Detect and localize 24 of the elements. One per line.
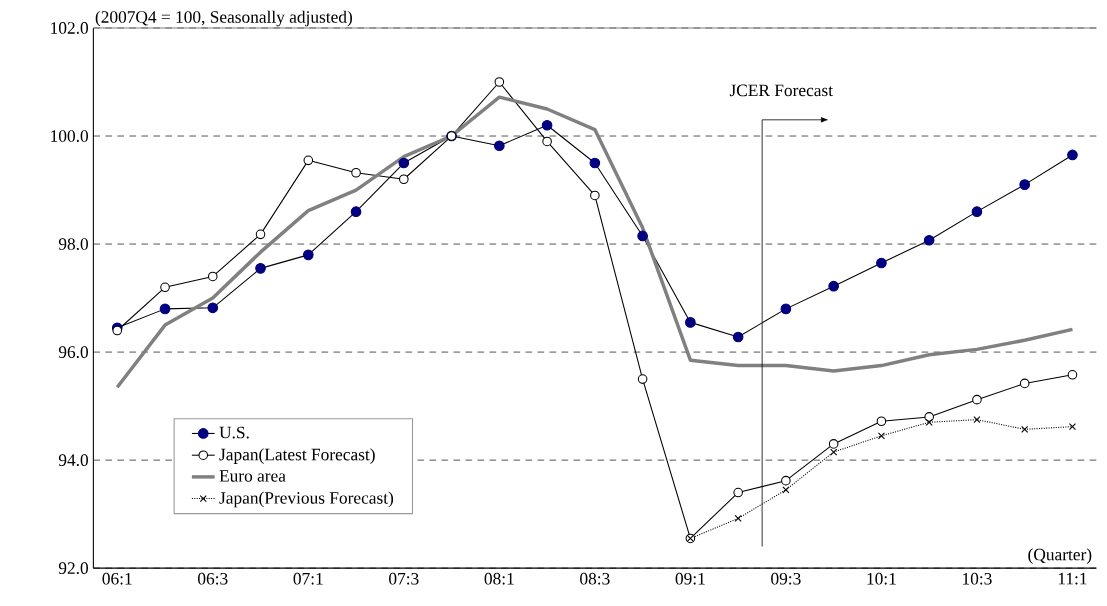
x-tick-label: 08:1 bbox=[484, 573, 514, 585]
y-tick-label: 102.0 bbox=[51, 22, 88, 35]
x-axis-title: (Quarter) bbox=[1028, 548, 1092, 565]
y-tick-label: 98.0 bbox=[58, 238, 88, 251]
x-tick-label: 08:3 bbox=[580, 573, 610, 585]
annotation: JCER Forecast bbox=[729, 84, 833, 97]
x-tick-label: 07:1 bbox=[293, 573, 323, 585]
x-tick-label: 09:1 bbox=[675, 573, 705, 585]
legend-label: Euro area bbox=[219, 470, 286, 482]
x-tick-label: 11:1 bbox=[1058, 573, 1087, 585]
legend-label: Japan(Latest Forecast) bbox=[219, 448, 375, 465]
y-tick-label: 96.0 bbox=[58, 346, 88, 359]
x-tick-label: 06:1 bbox=[102, 573, 132, 585]
legend-label: Japan(Previous Forecast) bbox=[219, 491, 394, 508]
x-tick-label: 07:3 bbox=[389, 573, 419, 585]
legend-label: U.S. bbox=[219, 426, 249, 439]
y-tick-label: 100.0 bbox=[51, 130, 88, 143]
y-tick-label: 92.0 bbox=[58, 562, 88, 575]
x-tick-label: 10:1 bbox=[867, 573, 896, 585]
y-tick-label: 94.0 bbox=[58, 454, 88, 467]
x-tick-label: 10:3 bbox=[963, 573, 992, 585]
x-tick-label: 06:3 bbox=[198, 573, 228, 585]
y-axis-title: (2007Q4 = 100, Seasonally adjusted) bbox=[95, 10, 352, 27]
x-tick-label: 09:3 bbox=[771, 573, 801, 585]
